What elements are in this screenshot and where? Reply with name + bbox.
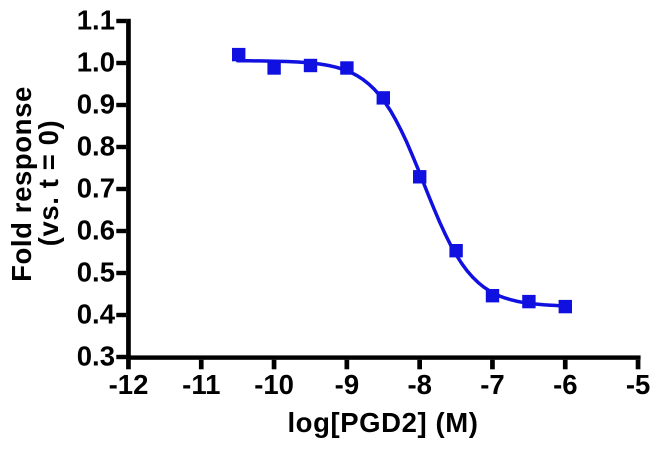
svg-text:-9: -9 [335, 369, 359, 400]
svg-text:0.7: 0.7 [77, 173, 115, 204]
svg-text:(vs. t = 0): (vs. t = 0) [33, 120, 64, 247]
svg-text:-10: -10 [254, 369, 294, 400]
svg-text:0.3: 0.3 [77, 341, 115, 372]
svg-text:0.8: 0.8 [77, 131, 115, 162]
svg-text:0.5: 0.5 [77, 257, 115, 288]
svg-text:-5: -5 [626, 369, 650, 400]
svg-text:1.0: 1.0 [77, 47, 115, 78]
svg-text:0.4: 0.4 [77, 299, 116, 330]
svg-text:0.6: 0.6 [77, 215, 115, 246]
svg-text:-7: -7 [480, 369, 504, 400]
svg-text:-11: -11 [182, 369, 220, 400]
svg-text:-6: -6 [553, 369, 577, 400]
svg-text:1.1: 1.1 [77, 5, 115, 36]
svg-text:-12: -12 [109, 369, 149, 400]
svg-text:log[PGD2] (M): log[PGD2] (M) [287, 407, 478, 438]
svg-text:-8: -8 [407, 369, 431, 400]
svg-text:Fold response: Fold response [6, 86, 37, 282]
svg-text:0.9: 0.9 [77, 89, 115, 120]
